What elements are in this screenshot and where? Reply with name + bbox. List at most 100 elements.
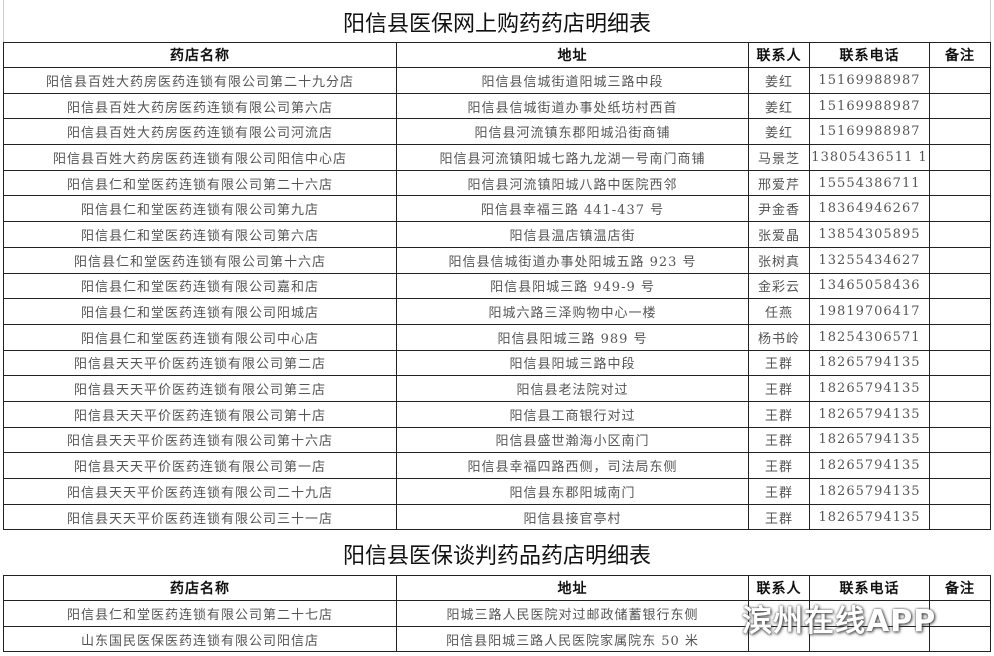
- table-row: 阳信县百姓大药房医药连锁有限公司第二十九分店 阳信县信城街道阳城三路中段 姜红 151…: [3, 67, 991, 94]
- table-row: 阳信县仁和堂医药连锁有限公司第六店 阳信县温店镇温店街 张爱晶 13854305895: [3, 221, 991, 248]
- cell-name: 阳信县仁和堂医药连锁有限公司第九店: [3, 195, 397, 223]
- cell-remark: [929, 375, 991, 402]
- cell-address: 阳城六路三泽购物中心一楼: [396, 298, 749, 325]
- table2-title: 阳信县医保谈判药品药店明细表: [342, 544, 651, 569]
- cell-remark: [929, 400, 991, 428]
- cell-remark: [929, 503, 991, 531]
- cell-name: 阳信县百姓大药房医药连锁有限公司第二十九分店: [3, 67, 397, 94]
- cell-phone: 13854305895: [809, 221, 930, 248]
- cell-phone: 18364946267: [809, 195, 930, 223]
- cell-name: 阳信县百姓大药房医药连锁有限公司阳信中心店: [3, 144, 397, 171]
- cell-address: 阳信县老法院对过: [396, 375, 749, 402]
- table-row: 阳信县天天平价医药连锁有限公司第三店 阳信县老法院对过 王群 18265794135: [3, 375, 991, 402]
- cell-address: 阳信县信城街道办事处纸坊村西首: [396, 92, 749, 120]
- cell-contact: 姜红: [748, 92, 810, 120]
- cell-phone: 13805436511 1: [809, 144, 930, 171]
- table-row: 阳信县天天平价医药连锁有限公司第二店 阳信县阳城三路中段 王群 18265794135: [3, 349, 991, 377]
- cell-contact: 王群: [748, 503, 810, 531]
- cell-contact: 马景芝: [748, 144, 810, 171]
- table-row: 阳信县天天平价医药连锁有限公司第一店 阳信县幸福四路西侧，司法局东侧 王群 18265…: [3, 452, 991, 479]
- cell-name: 阳信县仁和堂医药连锁有限公司阳城店: [3, 298, 397, 325]
- header-contact: 联系人: [748, 42, 810, 68]
- cell-remark: [929, 298, 991, 325]
- cell-remark: [929, 144, 991, 171]
- header-contact: 联系人: [748, 575, 810, 601]
- cell-contact: 张树真: [748, 246, 810, 274]
- table-row: 阳信县仁和堂医药连锁有限公司第十六店 阳信县信城街道办事处阳城五路 923 号张树…: [3, 246, 991, 274]
- cell-remark: [929, 625, 991, 653]
- cell-name: 阳信县天天平价医药连锁有限公司第一店: [3, 452, 397, 479]
- cell-address: 阳信县幸福三路 441-437 号: [396, 195, 749, 223]
- cell-contact: 姜红: [748, 118, 810, 146]
- cell-remark: [929, 323, 991, 351]
- title-frame: [3, 0, 991, 42]
- cell-address: 阳信县阳城三路中段: [396, 349, 749, 377]
- cell-remark: [929, 452, 991, 479]
- table-row: 阳信县百姓大药房医药连锁有限公司第六店 阳信县信城街道办事处纸坊村西首 姜红 1516…: [3, 92, 991, 120]
- cell-contact: 王群: [748, 400, 810, 428]
- cell-name: 阳信县仁和堂医药连锁有限公司第二十七店: [3, 600, 397, 627]
- cell-address: 阳信县信城街道阳城三路中段: [396, 67, 749, 94]
- cell-contact: [748, 600, 810, 627]
- cell-remark: [929, 67, 991, 94]
- cell-address: 阳信县河流镇阳城七路九龙湖一号南门商铺: [396, 144, 749, 171]
- cell-phone: 15169988987: [809, 118, 930, 146]
- cell-remark: [929, 426, 991, 454]
- cell-phone: 13255434627: [809, 246, 930, 274]
- table-row: 阳信县天天平价医药连锁有限公司二十九店 阳信县东郡阳城南门 王群 1826579413…: [3, 478, 991, 505]
- table-row: 阳信县天天平价医药连锁有限公司第十店 阳信县工商银行对过 王群 18265794135: [3, 400, 991, 428]
- table1-title: 阳信县医保网上购药药店明细表: [342, 12, 651, 37]
- cell-phone: 18265794135: [809, 375, 930, 402]
- table1-header-row: 药店名称 地址 联系人 联系电话 备注: [3, 42, 991, 68]
- cell-address: 阳信县盛世瀚海小区南门: [396, 426, 749, 454]
- cell-address: 阳信县河流镇阳城八路中医院西邻: [396, 169, 749, 197]
- header-address: 地址: [396, 575, 749, 601]
- cell-phone: 13465058436: [809, 272, 930, 300]
- cell-contact: 王群: [748, 349, 810, 377]
- header-phone: 联系电话: [809, 42, 930, 68]
- cell-phone: 18265794135: [809, 452, 930, 479]
- table-row: 阳信县天天平价医药连锁有限公司三十一店 阳信县接官亭村 王群 18265794135: [3, 503, 991, 531]
- cell-remark: [929, 600, 991, 627]
- cell-name: 阳信县百姓大药房医药连锁有限公司第六店: [3, 92, 397, 120]
- cell-name: 阳信县百姓大药房医药连锁有限公司河流店: [3, 118, 397, 146]
- cell-phone: 18254306571: [809, 323, 930, 351]
- table-row: 阳信县仁和堂医药连锁有限公司第九店 阳信县幸福三路 441-437 号尹金香 183…: [3, 195, 991, 223]
- cell-address: 阳信县温店镇温店街: [396, 221, 749, 248]
- cell-phone: 15554386711: [809, 169, 930, 197]
- watermark-logo: 滨州在线APP: [742, 604, 937, 639]
- cell-name: 山东国民医保医药连锁有限公司阳信店: [3, 625, 397, 653]
- header-phone: 联系电话: [809, 575, 930, 601]
- cell-remark: [929, 118, 991, 146]
- table-row: 阳信县仁和堂医药连锁有限公司第二十七店 阳城三路人民医院对过邮政储蓄银行东侧: [3, 600, 991, 627]
- cell-phone: 18265794135: [809, 478, 930, 505]
- cell-name: 阳信县天天平价医药连锁有限公司三十一店: [3, 503, 397, 531]
- header-remark: 备注: [929, 42, 991, 68]
- table1: 药店名称 地址 联系人 联系电话 备注 阳信县百姓大药房医药连锁有限公司第二十九分店 阳信…: [3, 42, 991, 531]
- cell-phone: 18265794135: [809, 349, 930, 377]
- cell-contact: 任燕: [748, 298, 810, 325]
- cell-contact: 王群: [748, 426, 810, 454]
- table-row: 山东国民医保医药连锁有限公司阳信店 阳信县阳城三路人民医院家属院东 50 米: [3, 625, 991, 653]
- cell-name: 阳信县仁和堂医药连锁有限公司第十六店: [3, 246, 397, 274]
- cell-address: 阳信县河流镇东郡阳城沿街商铺: [396, 118, 749, 146]
- cell-contact: 尹金香: [748, 195, 810, 223]
- table-row: 阳信县天天平价医药连锁有限公司第十六店 阳信县盛世瀚海小区南门 王群 18265794…: [3, 426, 991, 454]
- cell-phone: 15169988987: [809, 67, 930, 94]
- cell-address: 阳信县幸福四路西侧，司法局东侧: [396, 452, 749, 479]
- cell-name: 阳信县天天平价医药连锁有限公司第三店: [3, 375, 397, 402]
- cell-name: 阳信县仁和堂医药连锁有限公司嘉和店: [3, 272, 397, 300]
- cell-contact: 金彩云: [748, 272, 810, 300]
- cell-address: 阳信县东郡阳城南门: [396, 478, 749, 505]
- table2-header-row: 药店名称 地址 联系人 联系电话 备注: [3, 575, 991, 601]
- cell-phone: 19819706417: [809, 298, 930, 325]
- header-name: 药店名称: [3, 42, 397, 68]
- cell-remark: [929, 478, 991, 505]
- cell-contact: 张爱晶: [748, 221, 810, 248]
- cell-name: 阳信县天天平价医药连锁有限公司第二店: [3, 349, 397, 377]
- header-name: 药店名称: [3, 575, 397, 601]
- cell-remark: [929, 169, 991, 197]
- table-row: 阳信县仁和堂医药连锁有限公司阳城店 阳城六路三泽购物中心一楼 任燕 198197064…: [3, 298, 991, 325]
- table-row: 阳信县仁和堂医药连锁有限公司嘉和店 阳信县阳城三路 949-9 号金彩云 13465…: [3, 272, 991, 300]
- table-row: 阳信县百姓大药房医药连锁有限公司阳信中心店 阳信县河流镇阳城七路九龙湖一号南门商铺…: [3, 144, 991, 171]
